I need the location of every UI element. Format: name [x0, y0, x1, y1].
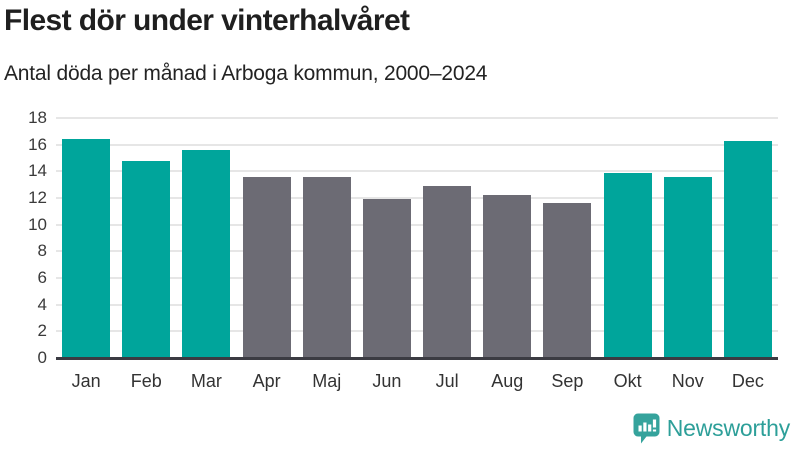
- newsworthy-brand-link[interactable]: Newsworthy: [633, 413, 790, 444]
- x-axis-label-jun: Jun: [372, 371, 402, 391]
- bar-chart-plot-area: 0 2 4 6 8 10 12 14 16 18 Jan Feb Mar Apr Maj Jun Jul Aug S…: [28, 108, 778, 391]
- x-axis-label-maj: Maj: [312, 371, 342, 391]
- gridline-y-14: [56, 170, 778, 173]
- bar-maj: [302, 176, 351, 358]
- chart-subtitle: Antal döda per månad i Arboga kommun, 20…: [4, 62, 488, 85]
- y-axis-tick-label: 18: [28, 108, 47, 127]
- x-axis-label-jan: Jan: [71, 371, 101, 391]
- gridline-y-16: [56, 143, 778, 146]
- bar-apr: [242, 176, 291, 358]
- x-axis-label-jul: Jul: [435, 371, 459, 391]
- x-axis-label-aug: Aug: [491, 371, 524, 391]
- y-axis-tick-label: 6: [37, 268, 47, 287]
- bar-nov: [663, 176, 712, 358]
- y-axis-tick-label: 14: [28, 161, 47, 181]
- x-axis-label-feb: Feb: [130, 371, 162, 391]
- x-axis-label-dec: Dec: [731, 371, 764, 391]
- x-axis-label-sep: Sep: [551, 371, 584, 391]
- y-axis-tick-label: 12: [28, 188, 47, 207]
- gridline-y-8: [56, 250, 778, 253]
- y-axis-tick-label: 2: [37, 321, 47, 341]
- x-axis-label-nov: Nov: [671, 371, 704, 391]
- bar-jan: [62, 139, 111, 358]
- newsworthy-logo-icon: [633, 413, 660, 444]
- gridline-y-6: [56, 277, 778, 279]
- y-axis-tick-label: 16: [28, 134, 47, 154]
- y-axis-tick-label: 0: [37, 348, 47, 367]
- bar-sep: [543, 203, 592, 358]
- gridline-y-2: [56, 330, 778, 333]
- bar-dec: [723, 140, 772, 358]
- y-axis-tick-label: 10: [28, 214, 47, 234]
- chart-title: Flest dör under vinterhalvåret: [4, 4, 410, 37]
- x-axis-label-mar: Mar: [190, 371, 222, 391]
- bar-jul: [423, 186, 472, 358]
- gridline-y-10: [56, 223, 778, 226]
- gridline-y-18: [56, 117, 778, 119]
- gridline-y-12: [56, 197, 778, 199]
- bar-feb: [122, 160, 171, 358]
- x-axis-label-apr: Apr: [252, 371, 281, 391]
- y-axis-tick-label: 8: [37, 241, 47, 261]
- bar-okt: [603, 172, 652, 358]
- bar-jun: [362, 199, 411, 358]
- bar-aug: [483, 195, 532, 358]
- y-axis-tick-label: 4: [37, 294, 47, 314]
- bar-mar: [182, 150, 231, 358]
- x-axis-label-okt: Okt: [613, 371, 642, 391]
- brand-name: Newsworthy: [666, 415, 790, 441]
- gridline-y-4: [56, 303, 778, 306]
